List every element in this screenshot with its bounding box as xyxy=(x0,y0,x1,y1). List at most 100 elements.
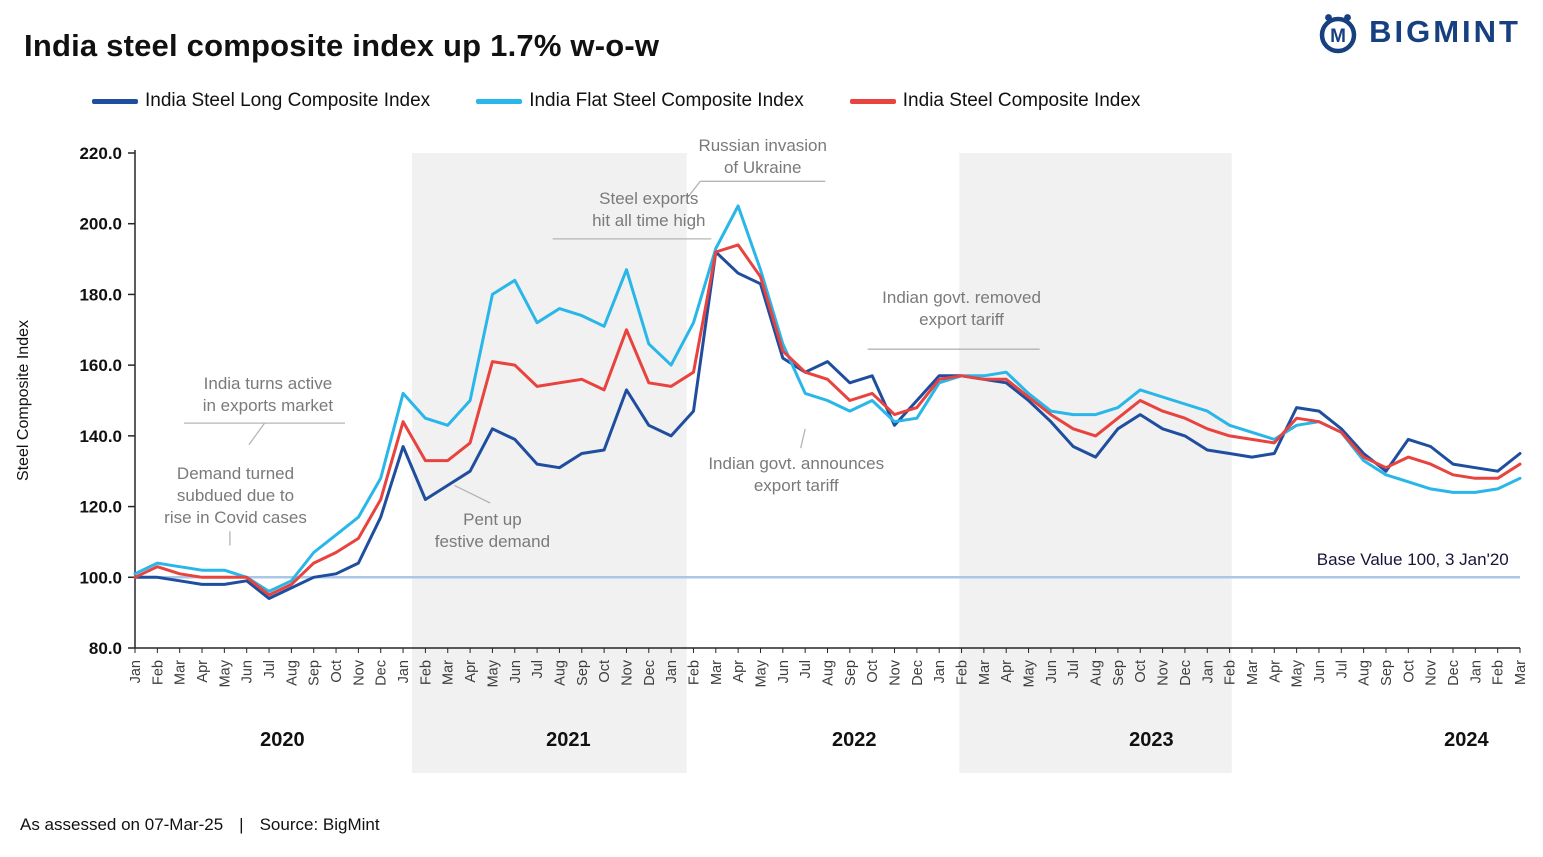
legend-swatch xyxy=(92,98,138,104)
x-tick-label: Dec xyxy=(374,660,390,686)
x-tick-label: Apr xyxy=(731,660,747,683)
x-tick-label: Sep xyxy=(1379,660,1395,686)
series-line-india-steel-long-composite-index xyxy=(133,250,1522,600)
x-tick-label: Aug xyxy=(1089,660,1105,686)
x-tick-label: Jan xyxy=(664,660,680,683)
y-tick-label: 140.0 xyxy=(79,427,122,446)
annotation-leader-line xyxy=(454,484,491,504)
x-tick-label: Apr xyxy=(195,660,211,683)
x-tick-label: Mar xyxy=(1245,660,1261,685)
x-tick-label: May xyxy=(217,659,233,687)
x-tick-label: Oct xyxy=(597,660,613,683)
x-tick-label: Mar xyxy=(709,660,725,685)
year-label-2023: 2023 xyxy=(1129,729,1174,751)
x-tick-label: Jan xyxy=(932,660,948,683)
x-tick-label: Nov xyxy=(351,659,367,686)
footer-separator: | xyxy=(239,815,244,834)
x-tick-label: Nov xyxy=(888,659,904,686)
chart-legend: India Steel Long Composite Index India Fl… xyxy=(92,90,1140,112)
page-title: India steel composite index up 1.7% w-o-… xyxy=(24,28,660,63)
year-shaded-band xyxy=(412,153,687,773)
x-tick-label: Sep xyxy=(1111,660,1127,686)
x-tick-label: Sep xyxy=(307,660,323,686)
annotation-removed-tariff: Indian govt. removed export tariff xyxy=(882,287,1041,329)
x-tick-label: Dec xyxy=(1178,660,1194,686)
annotation-steel-exports-high: Steel exports hit all time high xyxy=(592,188,706,230)
x-tick-label: Feb xyxy=(1223,660,1239,685)
y-axis-title: Steel Composite Index xyxy=(15,320,32,481)
x-tick-label: Jun xyxy=(240,660,256,683)
legend-label: India Steel Long Composite Index xyxy=(145,90,431,111)
x-tick-label: Mar xyxy=(1513,660,1529,685)
annotation-base-value: Base Value 100, 3 Jan'20 xyxy=(1316,549,1509,569)
x-tick-label: May xyxy=(753,659,769,687)
x-tick-label: Apr xyxy=(999,660,1015,683)
x-tick-label: Aug xyxy=(1357,660,1373,686)
x-tick-label: Jan xyxy=(128,660,144,683)
y-tick-label: 160.0 xyxy=(79,356,122,375)
x-tick-label: Jan xyxy=(1200,660,1216,683)
legend-label: India Steel Composite Index xyxy=(902,90,1141,111)
year-label-2020: 2020 xyxy=(260,729,305,751)
x-tick-label: Feb xyxy=(150,660,166,685)
x-tick-label: Jun xyxy=(1312,660,1328,683)
annotation-leader-line xyxy=(800,428,806,449)
source-text: Source: BigMint xyxy=(259,815,380,834)
x-tick-label: Jul xyxy=(798,660,814,679)
x-tick-label: Jun xyxy=(776,660,792,683)
x-tick-label: Dec xyxy=(1446,660,1462,686)
annotation-covid-demand: Demand turned subdued due to rise in Cov… xyxy=(164,463,307,527)
logo-text: BIGMINT xyxy=(1369,14,1521,49)
legend-label: India Flat Steel Composite Index xyxy=(529,90,804,111)
x-tick-label: Mar xyxy=(441,660,457,685)
y-tick-label: 80.0 xyxy=(89,639,122,658)
x-tick-label: Dec xyxy=(642,660,658,686)
x-tick-label: Jan xyxy=(1468,660,1484,683)
x-tick-label: May xyxy=(1290,659,1306,687)
x-tick-label: Apr xyxy=(463,660,479,683)
assessed-text: As assessed on 07-Mar-25 xyxy=(20,815,224,834)
x-tick-label: Jul xyxy=(1334,660,1350,679)
x-tick-label: Oct xyxy=(1401,660,1417,683)
x-tick-label: Sep xyxy=(575,660,591,686)
bigmint-logo: M BIGMINT xyxy=(1315,8,1521,56)
year-shaded-band xyxy=(959,153,1232,773)
x-tick-label: Feb xyxy=(418,660,434,685)
annotation-pent-up-demand: Pent up festive demand xyxy=(434,510,551,552)
x-tick-label: Oct xyxy=(1133,660,1149,683)
legend-swatch xyxy=(849,98,896,104)
x-tick-label: Dec xyxy=(910,660,926,686)
x-tick-label: Jun xyxy=(508,660,524,683)
y-tick-label: 100.0 xyxy=(79,568,122,587)
x-tick-label: Mar xyxy=(173,660,189,685)
x-tick-label: May xyxy=(485,659,501,687)
annotation-russian-invasion: Russian invasion of Ukraine xyxy=(698,135,827,177)
legend-item-2: India Steel Composite Index xyxy=(849,90,1141,112)
x-tick-label: Aug xyxy=(821,660,837,686)
x-tick-label: Apr xyxy=(1267,660,1283,683)
y-tick-label: 200.0 xyxy=(79,215,122,234)
legend-swatch xyxy=(476,98,523,104)
x-tick-label: May xyxy=(1022,659,1038,687)
x-tick-label: Feb xyxy=(686,660,702,685)
logo-monogram: M xyxy=(1330,26,1346,47)
x-tick-label: Nov xyxy=(1156,659,1172,686)
x-tick-label: Feb xyxy=(955,660,971,685)
legend-item-1: India Flat Steel Composite Index xyxy=(476,90,804,112)
x-tick-label: Sep xyxy=(843,660,859,686)
chart-area: 80.0 100.0 120.0 140.0 160.0 180.0 200.0 220.0 S… xyxy=(0,128,1543,793)
x-tick-label: Aug xyxy=(284,660,300,686)
annotation-announce-tariff: Indian govt. announces export tariff xyxy=(708,453,885,495)
y-tick-label: 120.0 xyxy=(79,498,122,517)
x-tick-label: Jun xyxy=(1044,660,1060,683)
annotation-exports-active: India turns active in exports market xyxy=(202,374,334,416)
x-tick-label: Mar xyxy=(977,660,993,685)
y-tick-label: 220.0 xyxy=(79,144,122,163)
x-tick-label: Jul xyxy=(1066,660,1082,679)
x-tick-label: Nov xyxy=(1424,659,1440,686)
annotation-leader-line xyxy=(248,422,266,446)
x-tick-label: Aug xyxy=(552,660,568,686)
x-tick-label: Oct xyxy=(329,660,345,683)
x-tick-label: Nov xyxy=(619,659,635,686)
chart-footer: As assessed on 07-Mar-25 | Source: BigMi… xyxy=(20,815,380,835)
